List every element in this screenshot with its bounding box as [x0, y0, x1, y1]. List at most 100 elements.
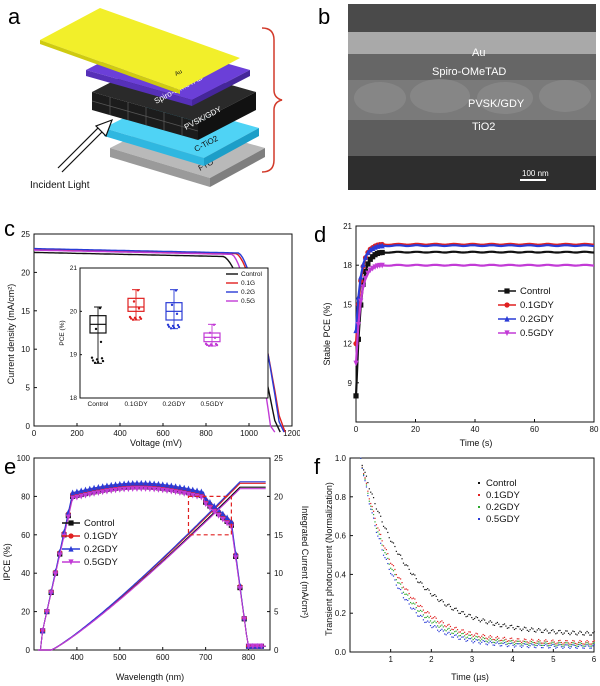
f-data-point: [462, 632, 464, 635]
f-data-point: [573, 642, 575, 644]
f-data-point: [449, 605, 452, 608]
f-data-point: [572, 630, 574, 632]
f-data-point: [516, 643, 518, 645]
e-ipce-marker: [241, 616, 247, 623]
f-data-point: [492, 638, 494, 641]
f-legend-marker: [478, 506, 480, 508]
panel-letter-b: b: [318, 4, 330, 29]
e-series-control: [38, 484, 266, 651]
f-data-point: [506, 640, 508, 642]
e-integrated-line: [38, 481, 266, 651]
f-data-point: [508, 642, 510, 644]
f-data-point: [377, 510, 379, 512]
c-ytick-label: 25: [21, 230, 30, 239]
f-data-point: [521, 646, 523, 648]
c-ytick-label: 20: [21, 268, 30, 277]
d-series-line: [354, 244, 595, 331]
f-data-point: [479, 640, 481, 642]
f-data-point: [361, 464, 363, 467]
c-inset-point: [93, 361, 97, 364]
f-data-point: [409, 596, 412, 599]
f-data-point: [559, 644, 561, 646]
f-data-point: [580, 640, 582, 643]
e-ipce-marker: [215, 513, 222, 519]
f-legend-marker: [478, 518, 480, 520]
f-data-point: [414, 574, 416, 576]
f-data-point: [539, 644, 541, 646]
f-data-point: [491, 639, 493, 641]
f-data-point: [585, 643, 587, 645]
e-ipce-marker: [185, 485, 192, 492]
f-data-point: [409, 607, 412, 609]
f-xtick-label: 2: [429, 655, 434, 664]
f-data-point: [529, 642, 531, 645]
f-data-point: [391, 563, 393, 566]
f-data-point: [563, 642, 565, 644]
c-inset-point: [207, 344, 211, 347]
f-data-point: [496, 621, 499, 624]
f-data-point: [486, 623, 489, 625]
e-ipce-marker: [121, 486, 127, 493]
f-data-point: [489, 635, 491, 637]
f-data-point: [407, 589, 409, 591]
f-data-point: [505, 643, 507, 646]
f-data-point: [519, 628, 521, 630]
f-data-point: [583, 643, 585, 645]
f-xtick-label: 4: [510, 655, 515, 664]
f-data-point: [587, 645, 590, 647]
e-ipce-marker: [147, 480, 153, 486]
f-data-point: [576, 634, 578, 636]
f-data-point: [402, 586, 405, 588]
f-data-point: [539, 642, 541, 644]
d-xtick-label: 60: [530, 425, 539, 434]
e-ipce-marker: [220, 516, 226, 523]
f-data-point: [582, 634, 584, 636]
f-data-point: [382, 549, 385, 551]
f-data-point: [377, 531, 379, 533]
e-ipce-marker: [95, 483, 101, 490]
f-data-point: [555, 643, 557, 645]
sem-label-tio2: TiO2: [472, 121, 495, 133]
f-data-point: [552, 641, 554, 643]
f-data-point: [437, 620, 439, 623]
f-data-point: [411, 603, 413, 605]
e-legend-label: 0.2GDY: [84, 544, 118, 555]
f-data-point: [481, 619, 483, 622]
d-ytick-label: 21: [343, 222, 352, 231]
f-data-point: [382, 545, 385, 547]
panel-a-schematic: a FTO C-TiO2 PVSK/GDY Spiro-OMeTAD Au In…: [8, 4, 283, 191]
f-data-point: [384, 557, 386, 559]
f-data-point: [404, 593, 406, 595]
f-data-point: [567, 632, 570, 634]
f-data-point: [593, 631, 595, 633]
f-data-point: [475, 632, 477, 634]
f-data-point: [368, 488, 370, 490]
f-data-point: [405, 564, 407, 566]
c-inset-legend-label: Control: [241, 271, 263, 278]
f-data-point: [371, 493, 373, 495]
f-data-point: [579, 639, 581, 642]
f-data-point: [461, 629, 463, 631]
f-data-point: [415, 578, 417, 580]
e-ipce-marker: [134, 486, 140, 492]
f-data-point: [539, 640, 541, 642]
f-data-point: [380, 515, 382, 517]
scale-bar-label: 100 nm: [522, 169, 549, 178]
f-data-point: [415, 612, 417, 614]
f-data-point: [549, 646, 551, 649]
f-data-point: [402, 591, 405, 593]
f-data-point: [434, 616, 436, 618]
f-data-point: [483, 634, 486, 637]
f-ytick-label: 0.0: [335, 648, 347, 657]
f-data-point: [381, 540, 383, 542]
f-data-point: [432, 626, 434, 628]
f-data-point: [559, 639, 561, 641]
f-data-point: [474, 640, 476, 643]
f-data-point: [458, 638, 460, 641]
c-inset-point: [129, 317, 133, 320]
e-ipce-marker: [61, 528, 67, 535]
f-data-point: [478, 635, 480, 638]
d-series-marker: [365, 270, 371, 277]
c-xtick-label: 1200: [283, 429, 300, 438]
f-data-point: [583, 645, 585, 647]
